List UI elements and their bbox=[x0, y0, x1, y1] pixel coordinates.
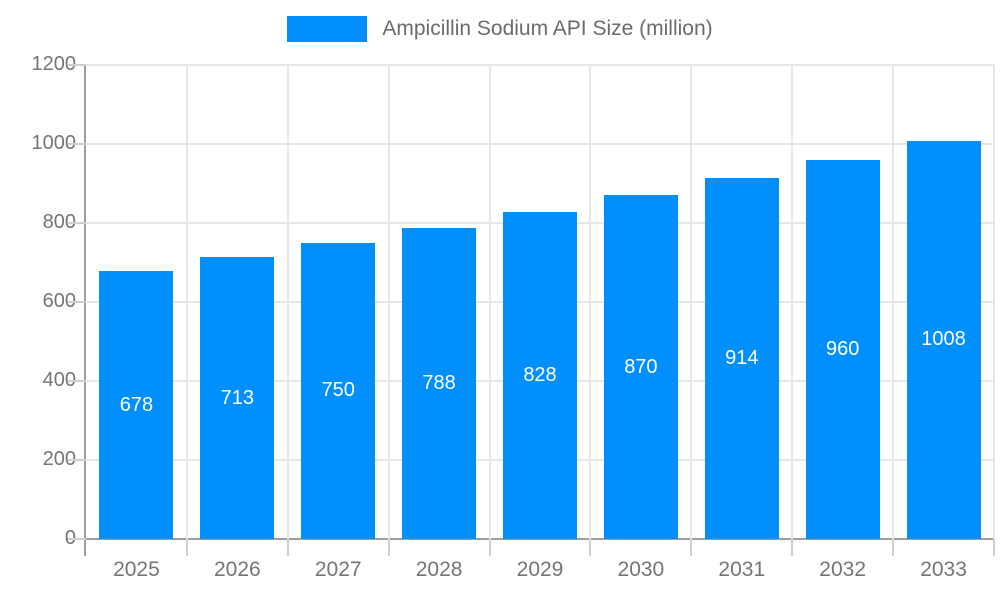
plot-area: 678 713 750 788 828 870 914 960 1008 bbox=[68, 64, 995, 556]
y-axis-label: 800 bbox=[42, 211, 76, 233]
y-axis-labels: 020040060080010001200 bbox=[0, 53, 77, 549]
y-axis-tick bbox=[68, 64, 86, 66]
v-gridline bbox=[387, 65, 390, 539]
y-axis-line bbox=[84, 65, 86, 556]
y-axis-label: 400 bbox=[42, 369, 76, 391]
v-gridline bbox=[892, 65, 895, 539]
bar-2032[interactable]: 960 bbox=[805, 159, 880, 539]
x-axis-labels: 2025 2026 2027 2028 2029 2030 2031 2032 2033 bbox=[86, 558, 994, 588]
v-gridline bbox=[185, 65, 188, 539]
v-gridline bbox=[993, 65, 995, 539]
bar-2025[interactable]: 678 bbox=[99, 271, 174, 539]
x-axis-label-2031: 2031 bbox=[718, 558, 766, 581]
bar-value-label: 914 bbox=[725, 346, 759, 369]
x-axis-label-2032: 2032 bbox=[819, 558, 867, 581]
v-gridline bbox=[791, 65, 794, 539]
y-axis-tick bbox=[68, 143, 86, 145]
x-axis-tick bbox=[488, 539, 491, 556]
bar-2027[interactable]: 750 bbox=[301, 242, 376, 539]
bar-2029[interactable]: 828 bbox=[503, 211, 577, 539]
x-axis-tick bbox=[993, 539, 995, 556]
bar-2030[interactable]: 870 bbox=[603, 195, 678, 539]
bar-value-label: 828 bbox=[523, 363, 557, 386]
x-axis-tick bbox=[286, 539, 289, 556]
bar-value-label: 788 bbox=[422, 371, 456, 394]
bar-value-label: 870 bbox=[624, 355, 658, 378]
y-axis-tick bbox=[68, 222, 86, 224]
x-axis-label-2025: 2025 bbox=[113, 558, 160, 581]
v-gridline bbox=[488, 65, 491, 539]
y-axis-label: 1000 bbox=[31, 132, 77, 154]
x-axis-line bbox=[66, 538, 994, 540]
v-gridline bbox=[286, 65, 289, 539]
y-axis-label: 200 bbox=[42, 448, 76, 470]
bar-2028[interactable]: 788 bbox=[402, 227, 477, 539]
x-axis-label-2026: 2026 bbox=[213, 558, 261, 581]
bar-2026[interactable]: 713 bbox=[200, 257, 275, 539]
y-axis-label: 1200 bbox=[31, 53, 77, 75]
x-axis-tick bbox=[892, 539, 895, 556]
x-axis-tick bbox=[589, 539, 592, 556]
v-gridline bbox=[589, 65, 592, 539]
x-axis-label-2027: 2027 bbox=[314, 558, 362, 581]
bar-value-label: 713 bbox=[220, 386, 255, 409]
y-axis-tick bbox=[68, 380, 86, 382]
legend-label: Ampicillin Sodium API Size (million) bbox=[382, 17, 713, 40]
x-axis-tick bbox=[185, 539, 188, 556]
y-axis-tick bbox=[68, 459, 86, 461]
y-axis-tick bbox=[68, 538, 86, 540]
y-axis-tick bbox=[68, 301, 86, 303]
bar-value-label: 1008 bbox=[921, 328, 966, 351]
y-axis-label: 600 bbox=[42, 290, 76, 312]
bar-2031[interactable]: 914 bbox=[704, 177, 779, 539]
legend-swatch bbox=[287, 16, 368, 42]
legend[interactable]: Ampicillin Sodium API Size (million) bbox=[0, 16, 1000, 42]
bar-value-label: 750 bbox=[321, 379, 355, 402]
x-axis-tick bbox=[387, 539, 390, 556]
bar-value-label: 678 bbox=[119, 393, 154, 416]
bar-2033[interactable]: 1008 bbox=[906, 140, 981, 539]
h-gridline bbox=[86, 64, 994, 66]
x-axis-tick bbox=[690, 539, 693, 556]
v-gridline bbox=[690, 65, 693, 539]
x-axis-label-2030: 2030 bbox=[617, 558, 665, 581]
bar-value-label: 960 bbox=[825, 337, 860, 360]
x-axis-label-2033: 2033 bbox=[920, 558, 967, 581]
x-axis-label-2029: 2029 bbox=[516, 558, 564, 581]
x-axis-tick bbox=[791, 539, 794, 556]
x-axis-label-2028: 2028 bbox=[415, 558, 463, 581]
h-gridline bbox=[86, 143, 994, 145]
